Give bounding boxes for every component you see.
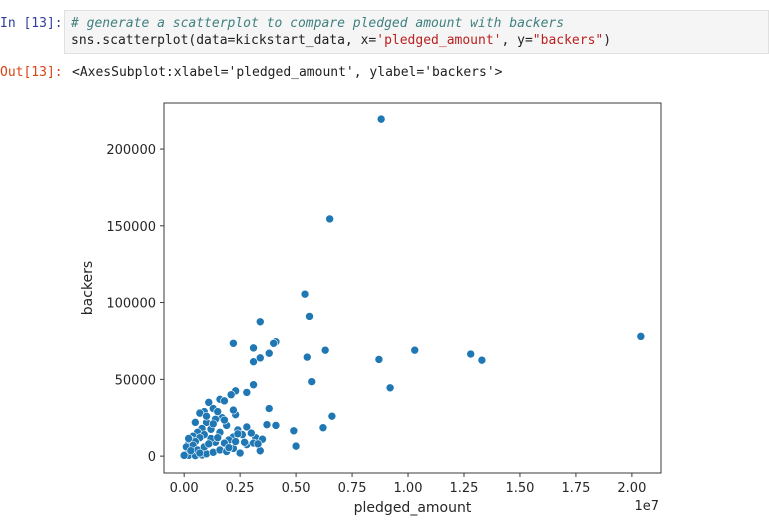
code-y-arg: "backers" xyxy=(532,33,604,48)
scatter-point xyxy=(202,411,211,421)
scatter-point xyxy=(229,405,238,415)
scatter-point xyxy=(204,439,214,449)
scatter-point xyxy=(269,338,278,348)
scatter-point xyxy=(249,343,258,353)
code-x-arg: 'pledged_amount' xyxy=(376,33,502,48)
scatter-point xyxy=(477,355,487,365)
x-tick-label: 2.00 xyxy=(617,481,646,496)
scatter-point xyxy=(208,419,218,429)
scatter-point xyxy=(255,317,265,327)
scatter-point xyxy=(264,348,274,358)
y-tick-label: 200000 xyxy=(106,143,156,158)
code-comment: # generate a scatterplot to compare pled… xyxy=(71,16,565,31)
scatter-point xyxy=(305,312,314,321)
x-tick-label: 0.50 xyxy=(282,481,311,496)
scatter-point xyxy=(247,428,256,438)
x-tick-label: 1.00 xyxy=(394,481,423,496)
scatter-point xyxy=(466,349,476,359)
code-call-prefix: sns.scatterplot(data=kickstart_data, x= xyxy=(71,33,377,48)
input-prompt: In [13]: xyxy=(0,16,63,31)
scatter-point xyxy=(184,434,193,443)
scatter-point xyxy=(262,420,272,429)
scatter-point xyxy=(307,377,317,386)
scatter-point xyxy=(213,407,223,416)
scatter-point xyxy=(235,448,245,458)
scatter-point xyxy=(249,380,258,390)
scatter-point xyxy=(318,423,328,433)
scatter-point xyxy=(410,345,420,355)
x-tick-label: 1.75 xyxy=(561,481,590,496)
x-tick-label: 1.50 xyxy=(505,481,534,496)
scatter-point xyxy=(204,398,214,407)
scatter-point xyxy=(231,437,240,446)
scatter-point xyxy=(253,439,263,449)
scatter-point xyxy=(233,429,243,439)
y-tick-label: 0 xyxy=(148,450,156,465)
code-call-line: sns.scatterplot(data=kickstart_data, x='… xyxy=(71,33,611,48)
y-tick-label: 50000 xyxy=(115,373,156,388)
scatter-point xyxy=(291,441,301,451)
scatter-point xyxy=(327,411,337,421)
x-tick-label: 0.75 xyxy=(338,481,367,496)
scatter-point xyxy=(255,353,265,363)
scatter-point xyxy=(264,404,274,413)
scatter-point xyxy=(271,421,281,430)
output-text: <AxesSubplot:xlabel='pledged_amount', yl… xyxy=(72,65,503,80)
code-cell-input[interactable]: # generate a scatterplot to compare pled… xyxy=(64,10,769,54)
scatter-point xyxy=(302,352,312,362)
code-suffix: ) xyxy=(603,33,612,48)
axis-ticks: 0.00 0.25 0.50 0.75 1.00 1.25 1.50 1.75 2.00 0 500… xyxy=(106,143,646,496)
x-axis-label: pledged_amount xyxy=(354,500,472,516)
scatter-point xyxy=(385,383,395,393)
y-tick-label: 150000 xyxy=(106,220,156,235)
scatter-point xyxy=(220,396,229,406)
scatter-point xyxy=(226,390,236,400)
y-axis-label: backers xyxy=(80,261,96,315)
scatter-point xyxy=(191,418,200,427)
scatter-point xyxy=(179,451,189,460)
scatter-point xyxy=(376,114,386,124)
axes-frame xyxy=(163,102,662,474)
scatter-point xyxy=(249,357,258,366)
x-tick-label: 0.00 xyxy=(170,481,199,496)
scatter-point xyxy=(240,437,249,447)
scatter-point xyxy=(242,388,252,397)
scatter-point xyxy=(636,332,646,341)
code-mid: , y= xyxy=(501,33,533,48)
scatter-point xyxy=(229,338,238,348)
scatter-point xyxy=(213,433,223,442)
scatter-point xyxy=(320,345,330,355)
scatter-point xyxy=(186,446,196,456)
scatter-point xyxy=(195,448,205,458)
scatter-points xyxy=(179,114,646,460)
scatter-point xyxy=(224,443,234,452)
scatter-point xyxy=(220,415,229,425)
scatter-point xyxy=(325,214,334,224)
x-tick-label: 1.25 xyxy=(450,481,479,496)
x-tick-label: 0.25 xyxy=(226,481,255,496)
output-prompt: Out[13]: xyxy=(0,65,63,80)
scatter-point xyxy=(242,422,252,432)
scatter-point xyxy=(300,289,310,299)
y-tick-label: 100000 xyxy=(106,297,156,312)
scatter-point xyxy=(374,355,384,364)
x-offset-text: 1e7 xyxy=(634,499,659,514)
scatter-point xyxy=(289,426,299,436)
